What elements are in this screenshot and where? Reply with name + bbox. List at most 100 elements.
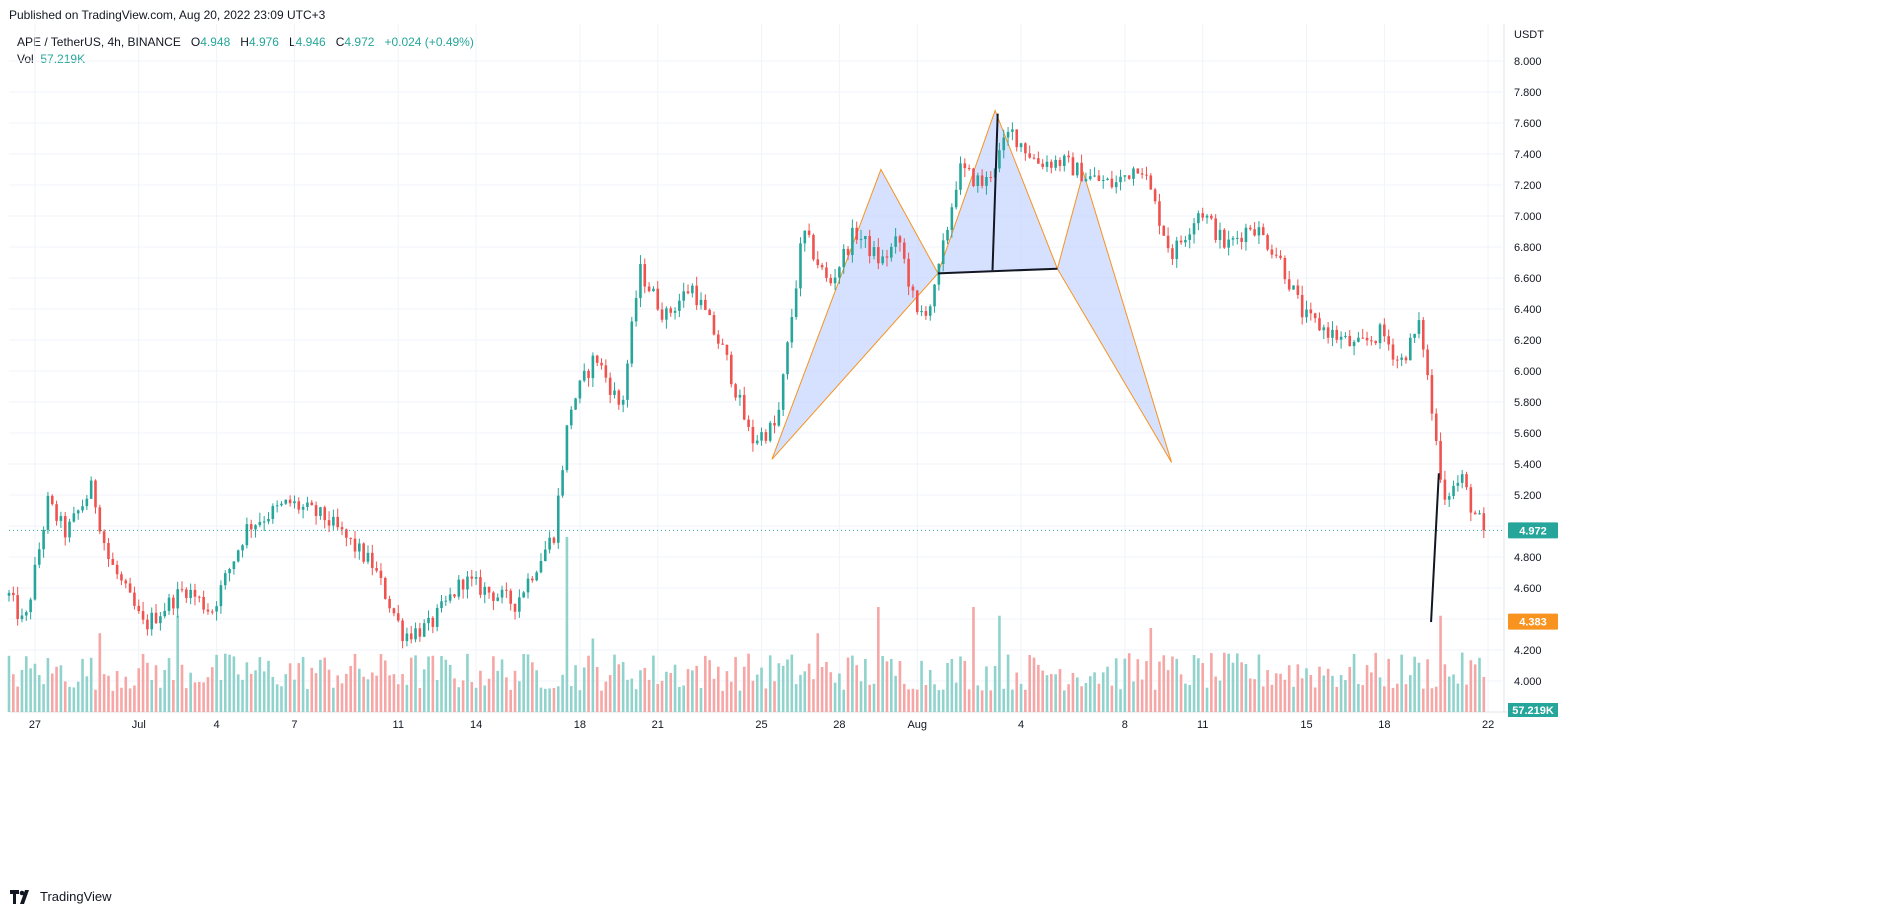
volume-bar <box>1296 664 1300 712</box>
candle-body <box>1352 341 1356 347</box>
candle-body <box>626 363 629 400</box>
footer-brand[interactable]: TradingView <box>10 889 112 904</box>
volume-bar <box>669 673 673 712</box>
high-value: 4.976 <box>248 35 279 49</box>
candle-body <box>470 576 474 579</box>
candle-body <box>1261 227 1265 236</box>
volume-bar <box>453 678 456 712</box>
volume-bar <box>885 661 889 712</box>
volume-bar <box>682 685 685 712</box>
volume-bar <box>392 674 396 712</box>
candle-body <box>1236 237 1239 239</box>
x-tick-label: 7 <box>291 719 297 731</box>
candle-body <box>1158 201 1161 226</box>
candle-body <box>358 543 361 552</box>
volume-bar <box>371 672 374 712</box>
volume-bar <box>141 653 145 712</box>
candle-body <box>1140 173 1144 175</box>
price-chart[interactable]: USDT 8.000 7.800 7.600 7.400 7.200 7.000 6.800 6… <box>0 0 1882 880</box>
candle-body <box>1370 340 1373 342</box>
candle-body <box>349 537 352 539</box>
volume-bar <box>1002 688 1006 712</box>
candle-body <box>1223 229 1226 248</box>
candle-body <box>409 633 413 640</box>
candle-body <box>1002 137 1006 151</box>
y-tick-label: 4.600 <box>1514 583 1542 595</box>
volume-bar <box>81 658 84 712</box>
volume-bar <box>1456 683 1460 712</box>
candle-body <box>1127 175 1131 179</box>
volume-bar <box>362 676 365 712</box>
volume-bar <box>189 672 192 712</box>
candle-body <box>111 559 115 565</box>
candle-body <box>1287 279 1291 290</box>
volume-bar <box>1248 678 1252 712</box>
volume-bar <box>868 684 871 712</box>
vertical-marker-line <box>1430 473 1440 623</box>
candle-body <box>539 561 543 573</box>
x-tick-label: 21 <box>652 719 664 731</box>
candle-body <box>1279 255 1282 258</box>
candle-body <box>630 321 634 364</box>
volume-bar <box>310 667 314 712</box>
candle-body <box>444 600 448 602</box>
candle-body <box>1184 239 1187 243</box>
volume-bar <box>249 673 253 712</box>
volume-bar <box>1421 688 1425 712</box>
volume-bar <box>712 678 716 712</box>
candle-body <box>1041 163 1044 167</box>
volume-bar <box>1266 670 1269 712</box>
volume-bar <box>1335 686 1339 712</box>
candle-body <box>193 589 197 597</box>
volume-bar <box>146 662 149 712</box>
candle-body <box>1080 162 1083 182</box>
volume-bar <box>219 679 223 712</box>
volume-bar <box>7 655 11 712</box>
volume-bar <box>825 661 828 712</box>
volume-bar <box>1214 676 1217 712</box>
candle-body <box>383 577 387 599</box>
volume-bar <box>1075 677 1079 712</box>
candlestick-series <box>7 122 1486 649</box>
volume-bar <box>267 660 270 712</box>
volume-bar <box>340 683 344 712</box>
candle-body <box>37 549 41 565</box>
volume-bar <box>1106 666 1109 712</box>
candle-body <box>747 419 750 428</box>
candle-body <box>435 608 439 627</box>
volume-bar <box>678 686 681 712</box>
volume-bar <box>946 662 949 712</box>
volume-bar <box>872 683 876 712</box>
candle-body <box>89 480 93 499</box>
volume-bar <box>1236 653 1239 712</box>
candle-body <box>807 230 811 235</box>
candle-body <box>319 507 322 516</box>
candle-body <box>704 299 707 310</box>
volume-bar <box>223 653 227 712</box>
candle-body <box>1322 327 1326 331</box>
y-tick-label: 7.600 <box>1514 118 1542 130</box>
candle-body <box>941 240 945 265</box>
y-tick-label: 7.400 <box>1514 149 1542 161</box>
volume-bar <box>1093 672 1096 712</box>
volume-bar <box>1019 683 1023 712</box>
volume-bar <box>1006 654 1010 712</box>
candle-body <box>885 256 889 258</box>
volume-bar <box>1205 687 1209 712</box>
volume-bar <box>1110 685 1114 712</box>
candle-body <box>167 597 171 611</box>
candle-body <box>98 507 102 532</box>
x-tick-label: 15 <box>1300 719 1312 731</box>
candle-body <box>660 309 664 320</box>
volume-bar <box>1287 665 1291 712</box>
symbol-label[interactable]: APE / TetherUS, 4h, BINANCE <box>17 35 181 49</box>
volume-bar <box>85 676 89 712</box>
volume-bar <box>799 674 802 712</box>
volume-bar <box>228 654 231 712</box>
candle-body <box>1465 474 1468 488</box>
candle-body <box>652 288 655 292</box>
volume-bar <box>215 654 218 712</box>
volume-bar <box>336 675 339 712</box>
volume-bar <box>1326 668 1330 712</box>
candle-body <box>665 308 668 320</box>
